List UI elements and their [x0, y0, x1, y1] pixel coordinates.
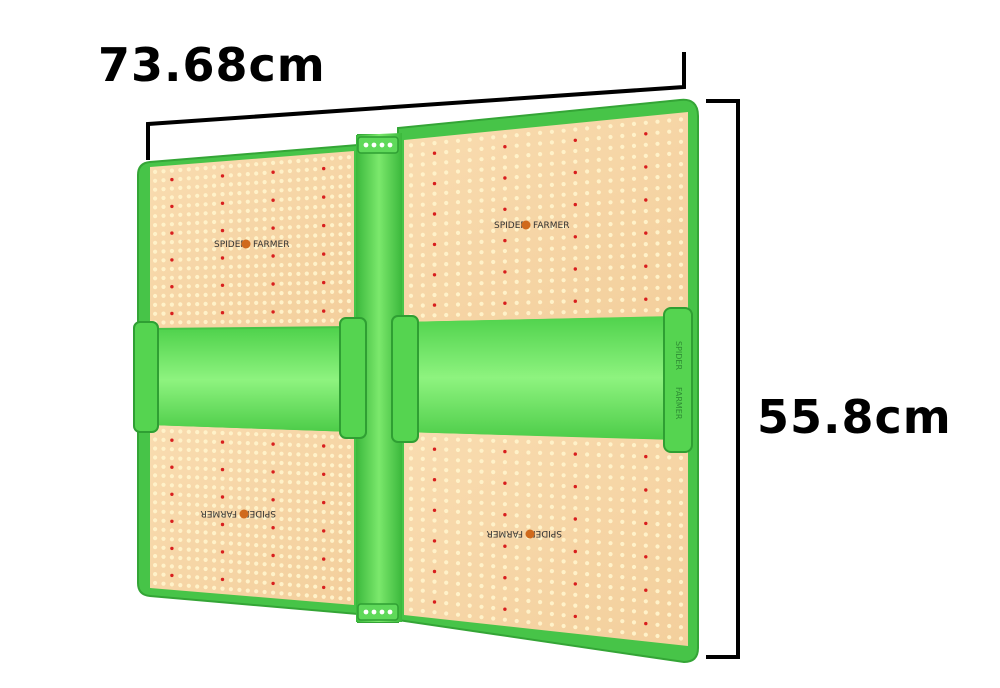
- clip-brand-right-text: FARMER: [674, 387, 683, 420]
- clip-brand-left-text: SPIDER: [674, 341, 683, 370]
- center-connectors: [357, 136, 399, 621]
- led-boards: [150, 112, 688, 646]
- brand-logo-top-left: SPIDER FARMER: [214, 239, 289, 250]
- brand-logo-bottom-left: SPIDER FARMER: [201, 508, 276, 519]
- top-connector-plate: [357, 136, 399, 154]
- brand-right-text: FARMER: [253, 240, 289, 250]
- board-top-left-leds: [153, 155, 351, 325]
- brand-right-text: FARMER: [533, 221, 569, 231]
- center-divider: [356, 133, 402, 622]
- board-top-right-leds: [408, 117, 684, 318]
- spider-logo-icon: [525, 529, 535, 539]
- left-support-bar: [150, 328, 356, 432]
- brand-left-text: SPIDER: [214, 240, 247, 250]
- clip-left-outer: [133, 321, 159, 433]
- brand-right-text: FARMER: [487, 528, 523, 538]
- clip-left-inner: [339, 317, 367, 439]
- brand-right-text: FARMER: [201, 508, 237, 518]
- board-bottom-left-leds: [153, 428, 351, 602]
- board-bottom-right: [404, 432, 688, 646]
- spider-logo-icon: [241, 239, 251, 249]
- clip-right-outer: [663, 307, 693, 453]
- height-dimension-line: [706, 99, 740, 659]
- brand-left-text: SPIDER: [494, 221, 527, 231]
- brand-left-text: SPIDER: [243, 508, 276, 518]
- brand-logo-bottom-right: SPIDER FARMER: [487, 528, 562, 539]
- width-dimension-label: 73.68cm: [98, 38, 326, 92]
- board-bottom-right-leds: [408, 436, 684, 641]
- width-dimension-line: [146, 52, 686, 160]
- clip-brand-vertical: SPIDER FARMER: [674, 341, 683, 420]
- brand-logo-top-right: SPIDER FARMER: [494, 220, 569, 231]
- spider-logo-icon: [239, 509, 249, 519]
- brand-left-text: SPIDER: [529, 528, 562, 538]
- board-top-left: [150, 151, 354, 328]
- spider-logo-icon: [521, 220, 531, 230]
- right-support-bar: [402, 316, 676, 440]
- board-bottom-left: [150, 425, 354, 605]
- bottom-connector-plate: [357, 603, 399, 621]
- clip-right-inner: [391, 315, 419, 443]
- board-top-right: [404, 112, 688, 322]
- bar-clips: [133, 307, 693, 453]
- height-dimension-label: 55.8cm: [757, 390, 952, 444]
